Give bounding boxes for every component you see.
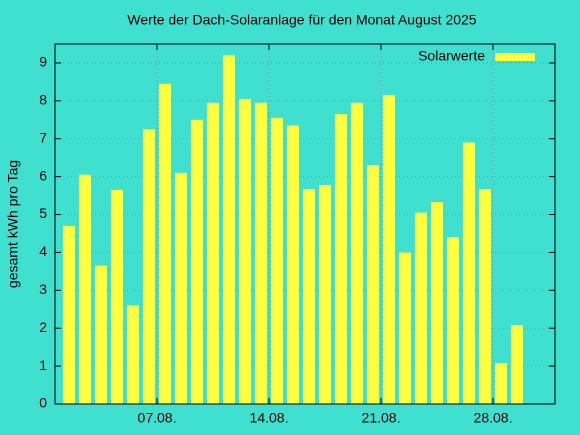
bar [143,129,155,404]
y-tick-label: 9 [39,54,47,70]
bar [207,102,219,404]
bar [127,305,139,404]
bar [383,95,395,404]
bar [415,212,427,404]
y-tick-label: 4 [39,243,47,259]
bar [255,102,267,404]
bar [367,165,379,404]
bar [335,114,347,405]
bar [431,202,443,404]
y-tick-label: 5 [39,205,47,221]
y-axis-label: gesamt kWh pro Tag [5,160,21,288]
y-tick-label: 0 [39,395,47,411]
bar [111,189,123,404]
y-tick-label: 3 [39,281,47,297]
y-tick-label: 6 [39,167,47,183]
bar [351,102,363,404]
x-tick-label: 14.08. [250,410,289,426]
bar [479,189,491,404]
x-tick-label: 28.08. [474,410,513,426]
bar [447,237,459,404]
bar [63,225,75,404]
x-tick-label: 21.08. [362,410,401,426]
bar [79,174,91,404]
plot-frame [54,43,556,405]
y-tick-label: 2 [39,319,47,335]
bar [511,325,523,404]
bar [303,189,315,404]
legend-swatch [495,53,535,61]
bar [287,125,299,404]
bar [191,119,203,404]
bar [463,142,475,405]
bar [495,363,507,404]
y-tick-label: 8 [39,92,47,108]
bar [319,184,331,404]
bar [399,252,411,404]
bar [271,117,283,404]
legend-label: Solarwerte [418,48,485,64]
bar [95,265,107,404]
bar [159,83,171,404]
x-tick-label: 07.08. [138,410,177,426]
bar [175,172,187,404]
chart-title: Werte der Dach-Solaranlage für den Monat… [127,12,476,28]
bar [239,98,251,405]
y-tick-label: 7 [39,129,47,145]
bar [223,55,235,405]
y-tick-label: 1 [39,357,47,373]
